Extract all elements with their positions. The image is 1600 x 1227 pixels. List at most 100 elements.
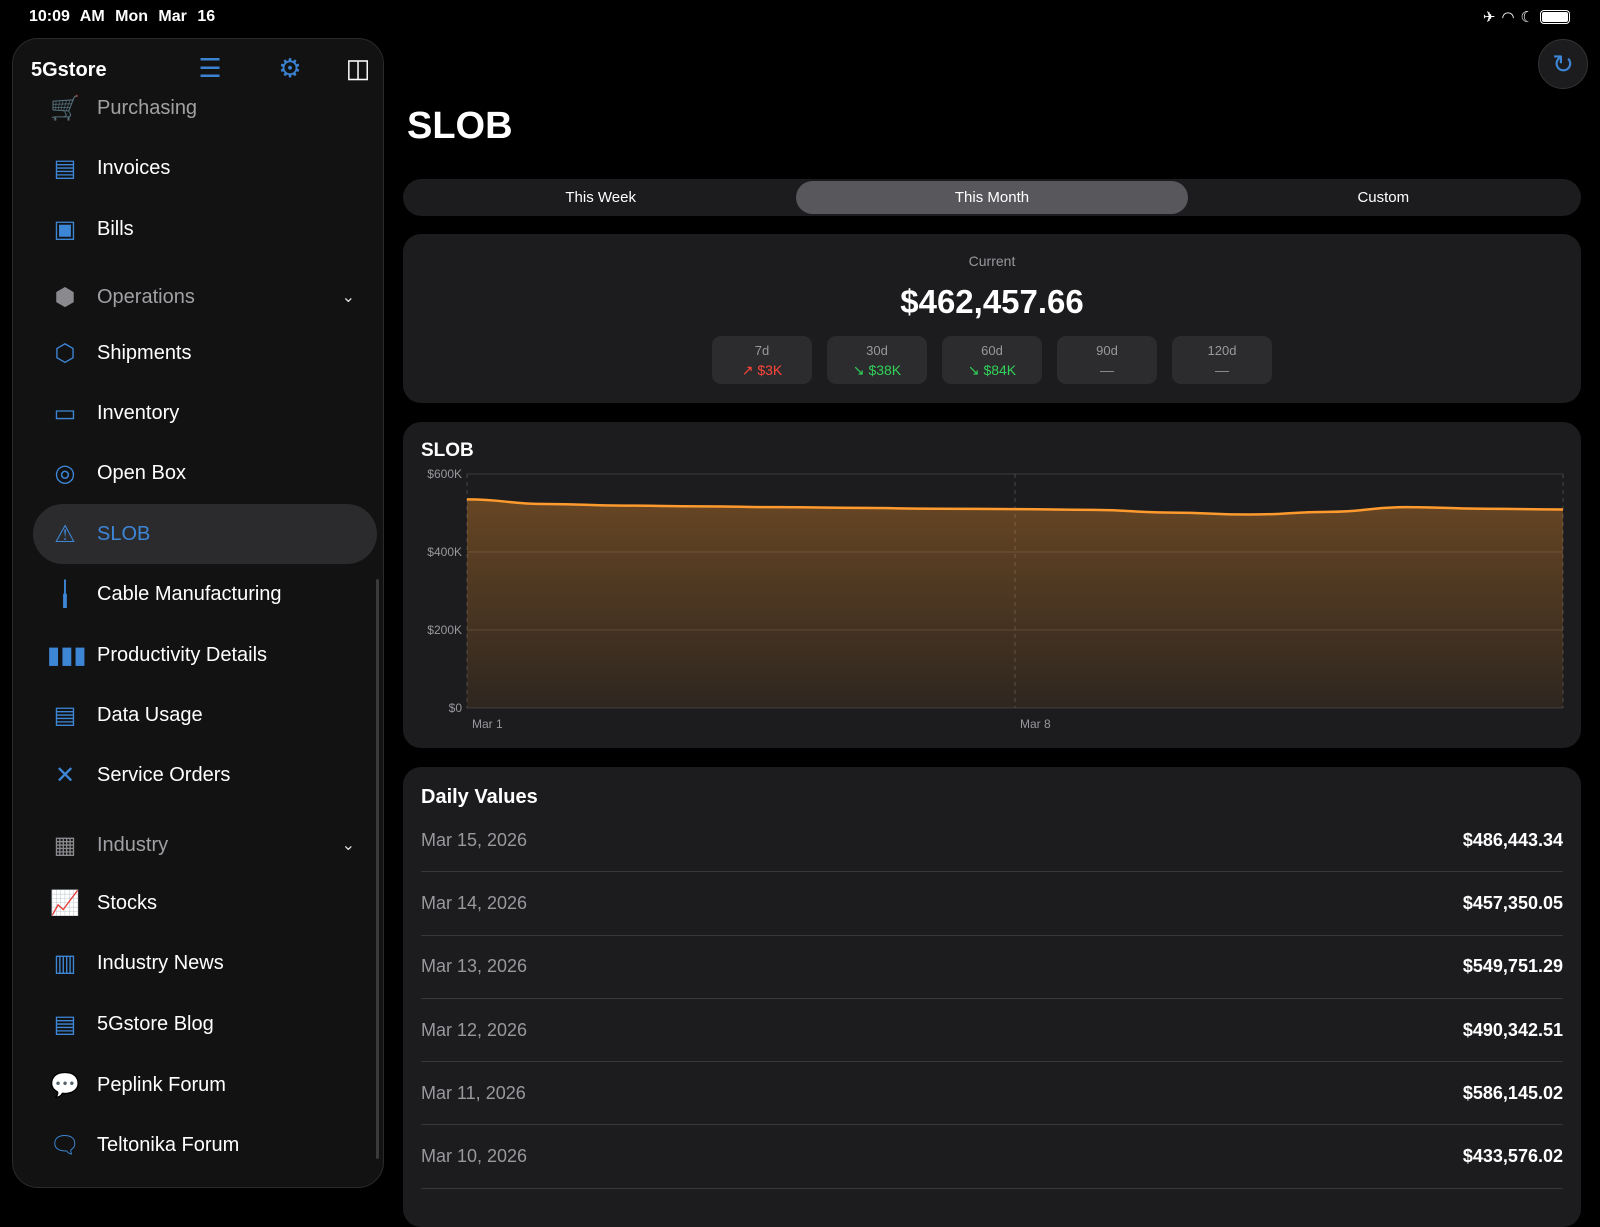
chip-value: ↘ $38K xyxy=(827,362,927,379)
row-date: Mar 10, 2026 xyxy=(421,1146,527,1167)
sidebar: 5Gstore ☰ ⚙ ◫ 🛒Purchasing▤Invoices▣Bills… xyxy=(12,38,384,1188)
sidebar-item-label: Service Orders xyxy=(97,764,230,787)
sidebar-item-label: Operations xyxy=(97,286,195,309)
chat-bubbles-filled-icon: 💬 xyxy=(47,1071,83,1100)
current-label: Current xyxy=(403,253,1581,269)
tools-icon: ✕ xyxy=(47,761,83,790)
row-value: $457,350.05 xyxy=(1463,893,1563,914)
bill-icon: ▣ xyxy=(47,215,83,244)
row-value: $486,443.34 xyxy=(1463,830,1563,851)
chart-line-icon: 📈 xyxy=(47,889,83,918)
archive-box-icon: ▭ xyxy=(47,399,83,428)
daily-value-row[interactable]: Mar 13, 2026$549,751.29 xyxy=(421,936,1563,999)
sidebar-item-5gstore-blog[interactable]: ▤ 5Gstore Blog xyxy=(33,994,377,1054)
sidebar-item-label: Inventory xyxy=(97,402,179,425)
change-chip-60d: 60d ↘ $84K xyxy=(942,336,1042,384)
sidebar-item-label: Stocks xyxy=(97,892,157,915)
sidebar-item-label: Industry xyxy=(97,834,168,857)
current-value: $462,457.66 xyxy=(403,283,1581,321)
chevron-down-icon[interactable]: ⌄ xyxy=(342,835,355,855)
sidebar-item-label: SLOB xyxy=(97,523,150,546)
row-value: $586,145.02 xyxy=(1463,1083,1563,1104)
newspaper-icon: ▥ xyxy=(47,949,83,978)
sidebar-item-label: Open Box xyxy=(97,462,186,485)
sidebar-item-productivity-details[interactable]: ▮▮▮Productivity Details xyxy=(33,625,377,685)
row-date: Mar 14, 2026 xyxy=(421,893,527,914)
status-bar: 10:09 AM Mon Mar 16 xyxy=(29,8,215,26)
sidebar-item-teltonika-forum[interactable]: 🗨Teltonika Forum xyxy=(33,1115,377,1175)
sidebar-item-label: Data Usage xyxy=(97,704,203,727)
chip-value: — xyxy=(1057,362,1157,378)
cable-icon: ╽ xyxy=(47,580,83,609)
refresh-button[interactable]: ↻ xyxy=(1538,39,1588,89)
sidebar-item-label: Productivity Details xyxy=(97,644,267,667)
tab-this-month[interactable]: This Month xyxy=(796,181,1187,214)
sidebar-item-operations[interactable]: ⬢ Operations ⌄ xyxy=(33,267,377,327)
airplane-icon: ✈ xyxy=(1483,8,1496,26)
daily-value-row[interactable]: Mar 11, 2026$586,145.02 xyxy=(421,1062,1563,1125)
sidebar-item-purchasing[interactable]: 🛒 Purchasing xyxy=(33,78,377,138)
row-date: Mar 12, 2026 xyxy=(421,1020,527,1041)
change-chip-120d: 120d — xyxy=(1172,336,1272,384)
sidebar-item-bills[interactable]: ▣Bills xyxy=(33,199,377,259)
sidebar-item-invoices[interactable]: ▤Invoices xyxy=(33,138,377,198)
period-segmented-control: This Week This Month Custom xyxy=(403,179,1581,216)
y-tick-label: $0 xyxy=(449,701,463,715)
cart-icon: 🛒 xyxy=(47,94,83,123)
sidebar-item-industry[interactable]: ▦Industry⌄ xyxy=(33,815,377,875)
daily-value-row[interactable]: Mar 15, 2026$486,443.34 xyxy=(421,809,1563,872)
refresh-icon: ↻ xyxy=(1552,49,1574,80)
status-date: Mon Mar 16 xyxy=(115,8,215,25)
chip-value: — xyxy=(1172,362,1272,378)
chip-period: 60d xyxy=(942,343,1042,358)
sidebar-item-cable-manufacturing[interactable]: ╽ Cable Manufacturing xyxy=(33,564,377,624)
sidebar-item-label: 5Gstore Blog xyxy=(97,1013,214,1036)
daily-value-row[interactable]: Mar 12, 2026 $490,342.51 xyxy=(421,999,1563,1062)
chip-period: 90d xyxy=(1057,343,1157,358)
sidebar-item-inventory[interactable]: ▭ Inventory xyxy=(33,383,377,443)
sidebar-item-label: Shipments xyxy=(97,342,192,365)
document-icon: ▤ xyxy=(47,154,83,183)
x-tick-label: Mar 1 xyxy=(472,717,503,731)
y-tick-label: $600K xyxy=(427,467,462,481)
daily-value-row[interactable]: Mar 14, 2026 $457,350.05 xyxy=(421,872,1563,935)
wifi-icon: ◠ xyxy=(1501,8,1514,26)
sidebar-item-label: Cable Manufacturing xyxy=(97,583,282,606)
sidebar-item-service-orders[interactable]: ✕ Service Orders xyxy=(33,745,377,805)
chip-period: 120d xyxy=(1172,343,1272,358)
sidebar-item-label: Industry News xyxy=(97,952,224,975)
chip-period: 30d xyxy=(827,343,927,358)
y-tick-label: $200K xyxy=(427,623,462,637)
chip-value: ↗ $3K xyxy=(712,362,812,379)
sidebar-item-label: Peplink Forum xyxy=(97,1074,226,1097)
page-title: SLOB xyxy=(407,105,513,148)
y-tick-label: $400K xyxy=(427,545,462,559)
row-value: $490,342.51 xyxy=(1463,1020,1563,1041)
scrollbar[interactable] xyxy=(376,579,379,1159)
chevron-down-icon[interactable]: ⌄ xyxy=(342,287,355,307)
tab-this-week[interactable]: This Week xyxy=(405,181,796,214)
sidebar-item-open-box[interactable]: ◎ Open Box xyxy=(33,443,377,503)
sidebar-item-data-usage[interactable]: ▤Data Usage xyxy=(33,685,377,745)
sidebar-item-slob[interactable]: ⚠ SLOB xyxy=(33,504,377,564)
change-chip-30d: 30d ↘ $38K xyxy=(827,336,927,384)
sidebar-item-label: Teltonika Forum xyxy=(97,1134,239,1157)
sidebar-item-industry-news[interactable]: ▥ Industry News xyxy=(33,933,377,993)
book-icon: ▤ xyxy=(47,1010,83,1039)
daily-value-row[interactable]: Mar 10, 2026$433,576.02 xyxy=(421,1125,1563,1188)
sidebar-item-shipments[interactable]: ⬡Shipments xyxy=(33,323,377,383)
moon-icon: ☾ xyxy=(1521,8,1534,26)
battery-icon xyxy=(1540,10,1570,24)
chip-value: ↘ $84K xyxy=(942,362,1042,379)
open-box-icon: ◎ xyxy=(47,459,83,488)
box-icon: ⬢ xyxy=(47,283,83,312)
sidebar-item-peplink-forum[interactable]: 💬 Peplink Forum xyxy=(33,1055,377,1115)
warning-icon: ⚠ xyxy=(47,520,83,549)
sidebar-item-label: Purchasing xyxy=(97,97,197,120)
sidebar-item-stocks[interactable]: 📈 Stocks xyxy=(33,873,377,933)
x-tick-label: Mar 8 xyxy=(1020,717,1051,731)
tab-custom[interactable]: Custom xyxy=(1188,181,1579,214)
